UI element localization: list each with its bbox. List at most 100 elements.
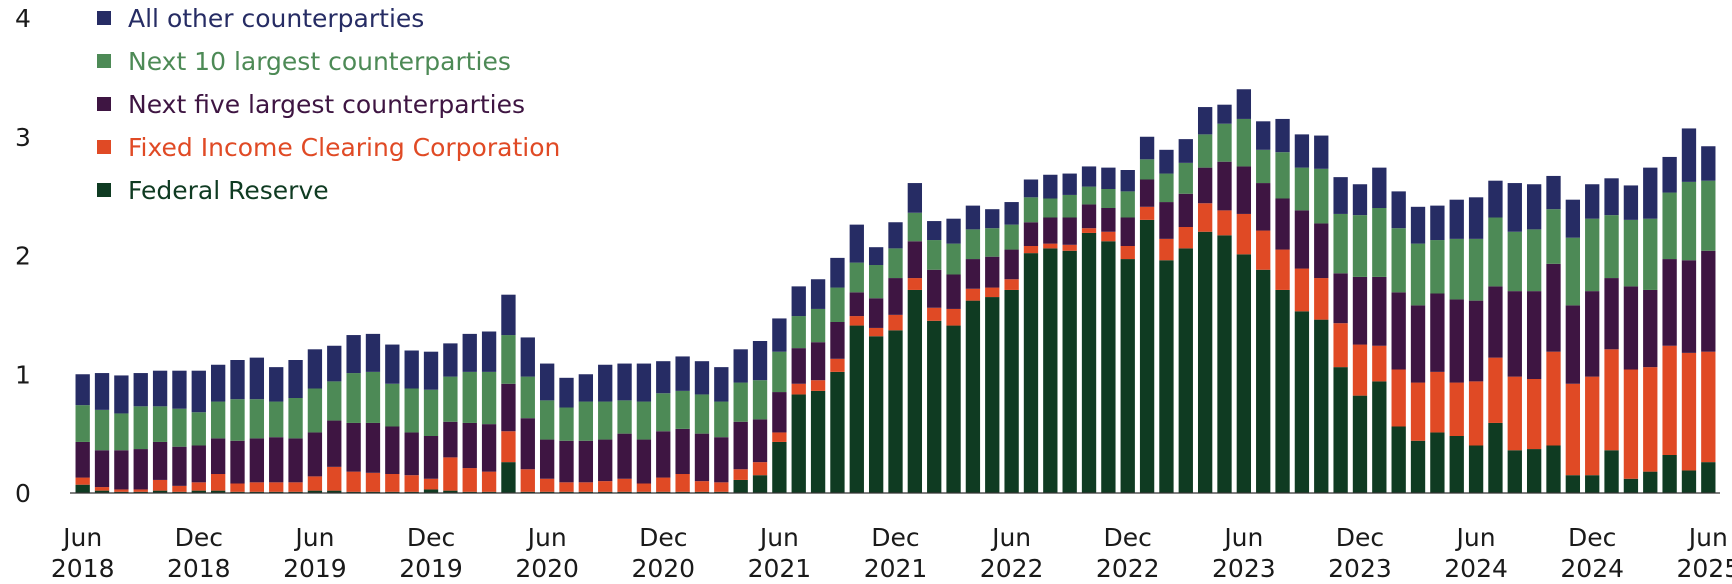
bar-segment-3	[927, 269, 942, 308]
bar-segment-3	[868, 298, 884, 328]
bar-segment-2	[927, 307, 942, 321]
legend-label: All other counterparties	[128, 4, 424, 33]
bar-segment-4	[520, 376, 535, 419]
x-tick-month-label: Dec	[175, 523, 223, 552]
bar-stack	[152, 370, 168, 494]
bar-segment-2	[94, 487, 110, 491]
bar-segment-5	[191, 370, 206, 413]
bar-segment-2	[1526, 379, 1542, 450]
bar-stack	[94, 373, 110, 494]
bar-segment-3	[1488, 286, 1503, 358]
bar-segment-3	[830, 322, 845, 359]
bar-stack	[1004, 202, 1019, 493]
bar-segment-4	[830, 287, 845, 322]
bar-segment-5	[1468, 197, 1484, 239]
bar-segment-3	[1023, 222, 1039, 246]
bar-stack	[539, 363, 555, 493]
x-tick-month-label: Dec	[407, 523, 455, 552]
bar-segment-4	[423, 389, 439, 436]
bar-segment-2	[888, 314, 903, 331]
bar-segment-2	[1546, 351, 1561, 446]
bar-segment-5	[1488, 180, 1503, 218]
bar-segment-2	[172, 485, 187, 492]
bar-segment-1	[907, 289, 923, 493]
bar-stack	[423, 351, 439, 493]
bar-segment-2	[1275, 249, 1290, 290]
bar-stack	[598, 364, 613, 493]
bar-segment-2	[1043, 243, 1058, 249]
bar-segment-5	[1197, 107, 1213, 135]
bar-stack	[346, 335, 361, 493]
bar-segment-2	[694, 481, 710, 492]
bar-stack	[133, 373, 148, 493]
bar-segment-5	[1623, 185, 1639, 220]
bar-segment-5	[868, 247, 884, 265]
bar-stack	[810, 279, 826, 494]
bar-segment-5	[462, 333, 477, 372]
bar-stack	[1623, 185, 1639, 493]
bar-segment-2	[1120, 246, 1135, 260]
bar-stack	[210, 364, 226, 494]
bar-segment-4	[1275, 152, 1290, 199]
bar-segment-2	[1623, 369, 1639, 479]
legend-swatch	[97, 11, 111, 25]
bar-segment-3	[210, 438, 226, 475]
bar-segment-3	[1120, 217, 1135, 246]
bar-segment-1	[307, 490, 323, 494]
bar-segment-4	[1023, 197, 1039, 223]
bar-segment-4	[385, 383, 400, 427]
bar-segment-2	[810, 380, 826, 391]
bar-segment-2	[1139, 206, 1155, 220]
bar-segment-3	[1139, 179, 1155, 207]
bar-segment-1	[772, 441, 787, 493]
bar-segment-2	[1643, 367, 1658, 472]
bar-segment-4	[1468, 238, 1484, 301]
bar-segment-1	[1701, 462, 1716, 494]
bar-segment-3	[578, 440, 594, 483]
bar-segment-5	[1043, 174, 1058, 199]
bar-segment-2	[423, 478, 439, 490]
bar-segment-3	[598, 439, 613, 482]
bar-segment-2	[559, 482, 574, 492]
bar-stack	[578, 374, 594, 493]
bar-segment-5	[1217, 104, 1232, 124]
bar-segment-2	[1236, 213, 1252, 255]
bar-stack	[249, 357, 265, 493]
bar-segment-1	[1585, 475, 1600, 493]
bar-segment-4	[1372, 208, 1387, 277]
bar-segment-4	[1236, 118, 1252, 167]
bar-segment-5	[1178, 139, 1193, 163]
bar-segment-3	[714, 437, 729, 483]
bar-stack	[1217, 104, 1232, 493]
y-tick-label: 0	[15, 479, 31, 508]
x-tick-year-label: 2024	[1444, 554, 1508, 583]
bar-stack	[1643, 167, 1658, 494]
bar-segment-2	[985, 287, 1000, 298]
bar-segment-3	[617, 433, 632, 479]
x-tick-month-label: Jun	[758, 523, 799, 552]
bar-segment-2	[307, 476, 323, 491]
bar-segment-1	[1333, 367, 1348, 494]
bar-segment-4	[927, 240, 942, 270]
bar-segment-2	[1604, 349, 1619, 451]
bar-segment-5	[1004, 202, 1019, 225]
bar-segment-5	[230, 360, 245, 400]
bar-segment-3	[288, 438, 303, 483]
bar-segment-1	[1256, 269, 1271, 493]
bar-segment-5	[1120, 170, 1135, 192]
bar-segment-4	[1004, 224, 1019, 250]
bar-segment-4	[1623, 219, 1639, 287]
bar-segment-3	[230, 440, 245, 484]
bar-segment-4	[404, 388, 419, 433]
bar-segment-3	[1565, 305, 1581, 384]
bar-segment-5	[694, 361, 710, 395]
bar-stack	[114, 375, 129, 493]
bar-stack	[1565, 199, 1581, 493]
bar-segment-5	[1449, 199, 1464, 239]
bar-segment-4	[598, 401, 613, 440]
bar-segment-5	[772, 318, 787, 352]
bar-stack	[385, 344, 400, 493]
x-tick-year-label: 2025	[1677, 554, 1732, 583]
bar-segment-4	[888, 248, 903, 279]
